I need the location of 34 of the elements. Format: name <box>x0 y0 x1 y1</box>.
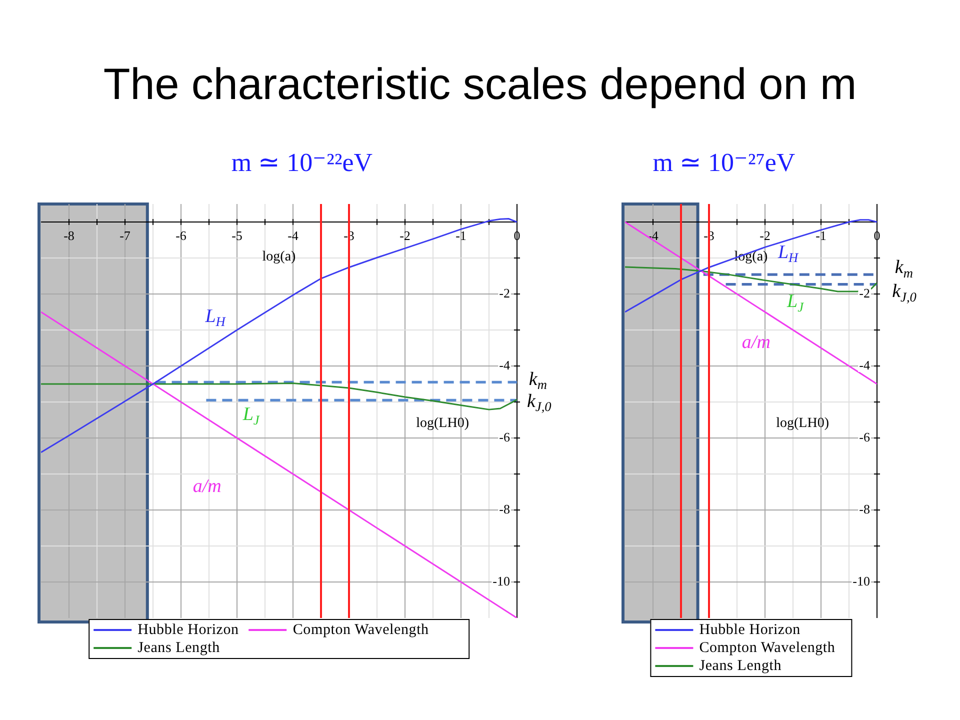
y-tick-label: -10 <box>852 573 870 588</box>
legend-label: Compton Wavelength <box>292 622 429 638</box>
y-tick-label: -8 <box>859 501 870 516</box>
x-tick-label: -8 <box>64 228 74 243</box>
y-tick-label: -2 <box>859 285 870 300</box>
x-tick-label: -5 <box>232 228 242 243</box>
x-axis-title: log(a) <box>262 250 296 265</box>
x-tick-label: -2 <box>760 228 770 243</box>
x-tick-label: -1 <box>456 228 466 243</box>
legend-label: Jeans Length <box>699 658 782 674</box>
y-tick-label: -6 <box>499 429 510 444</box>
chart-subtitle: m ≃ 10⁻²²eV <box>231 147 373 178</box>
x-axis-title: log(a) <box>734 250 768 265</box>
y-axis-title: log(LH0) <box>416 416 470 432</box>
y-tick-label: -2 <box>499 285 510 300</box>
x-tick-label: -6 <box>176 228 187 243</box>
y-tick-label: -4 <box>499 357 510 372</box>
y-tick-label: -6 <box>859 429 870 444</box>
legend-label: Hubble Horizon <box>699 622 800 638</box>
y-tick-label: -10 <box>492 573 510 588</box>
legend-label: Jeans Length <box>138 640 220 656</box>
y-tick-label: -8 <box>499 501 510 516</box>
x-tick-label: -4 <box>288 228 299 243</box>
annotation: a/m <box>192 476 222 498</box>
y-axis-title: log(LH0) <box>776 416 830 432</box>
legend-label: Hubble Horizon <box>138 622 239 638</box>
legend-label: Compton Wavelength <box>699 640 836 656</box>
x-tick-label: -1 <box>816 228 826 243</box>
x-tick-label: -2 <box>400 228 410 243</box>
y-tick-label: -4 <box>859 357 870 372</box>
chart-subtitle: m ≃ 10⁻²⁷eV <box>652 147 796 178</box>
annotation: a/m <box>742 332 770 354</box>
x-tick-label: -7 <box>120 228 131 243</box>
chart-title: The characteristic scales depend on m <box>102 60 858 110</box>
